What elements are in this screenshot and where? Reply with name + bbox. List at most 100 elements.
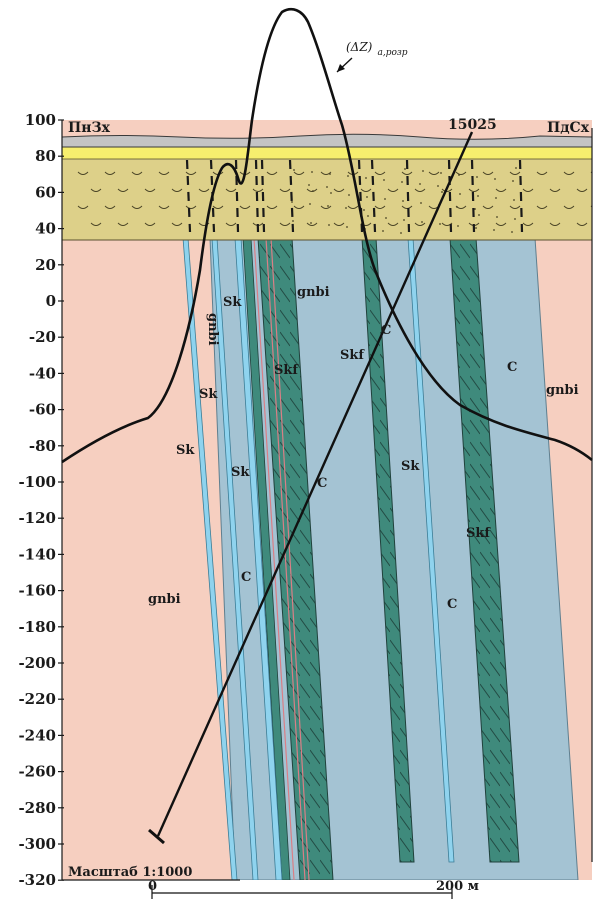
depth-tick-label: -160 [18,582,56,600]
cover-dot [513,199,515,201]
cover-dot [310,222,312,224]
cover-dot [439,223,441,225]
cover-arc [347,205,359,209]
depth-tick-label: -40 [29,364,56,382]
depth-tick-label: -200 [18,654,56,672]
cover-arc [549,222,561,226]
label-sk-5: Sk [401,459,420,474]
depth-tick-label: 80 [35,147,56,165]
cover-dot [495,197,497,199]
cover-arc [441,188,453,192]
label-c-2: C [507,360,517,375]
borehole-label: 15025 [448,117,497,133]
cover-dot [311,171,313,173]
cover-dot [367,215,369,217]
depth-tick-label: 0 [46,292,56,310]
cover-arc [495,188,507,192]
cover-arc [279,188,291,192]
cover-arc [144,222,156,226]
cover-dot [292,220,294,222]
cover-dot [459,193,461,195]
cover-arc [495,222,507,226]
cover-dot [347,175,349,177]
cover-dot [330,192,332,194]
cover-arc [158,171,170,175]
cover-arc [293,205,305,209]
label-gnbi-upper: gnbi [297,285,330,300]
label-sk-1: Sk [223,295,242,310]
depth-tick-label: -240 [18,726,56,744]
cover-arc [212,205,224,209]
label-c-3: C [317,476,327,491]
cover-dot [420,202,422,204]
cover-arc [482,205,494,209]
cover-arc [401,205,413,209]
cover-arc [117,188,129,192]
label-skf-1: Skf [274,363,299,378]
depth-tick-label: 60 [35,183,56,201]
pink-streaks [253,237,310,880]
cover-dot [293,169,295,171]
cover-arc [144,188,156,192]
depth-tick-label: -260 [18,763,56,781]
depth-tick-label: -120 [18,509,56,527]
label-skf-2: Skf [340,348,365,363]
unit-labels: gnbi gnbi gnbi gnbi Sk Sk Sk Sk Sk Skf S… [148,285,579,612]
cover-arc [401,171,413,175]
depth-tick-label: -20 [29,328,56,346]
cover-dot [401,181,403,183]
cover-dot [493,229,495,231]
curve-label-main: (ΔZ) [346,40,373,54]
cover-arc [198,188,210,192]
depth-tick-label: -280 [18,799,56,817]
cover-arc [563,205,575,209]
cover-arc [225,188,237,192]
cover-arc [104,171,116,175]
depth-tick-label: -100 [18,473,56,491]
cover-arc [333,222,345,226]
direction-left: ПнЗх [68,120,111,136]
cover-arc [387,222,399,226]
cover-dot [348,194,350,196]
cover-arc [306,188,318,192]
scale-start-label: 0 [148,879,157,894]
cover-dot [456,206,458,208]
depth-tick-label: -180 [18,618,56,636]
cover-dot [291,201,293,203]
cover-arc [374,205,386,209]
cover-dot [384,198,386,200]
cover-dot [345,207,347,209]
cover-dot [402,200,404,202]
yellow-layer [62,145,592,160]
cover-arc [252,188,264,192]
cover-arc [576,188,588,192]
cover-arc [266,205,278,209]
cover-dot [419,183,421,185]
cover-arc [293,171,305,175]
label-c-1: C [381,323,391,338]
cover-arc [131,171,143,175]
anomaly-curve [61,8,593,464]
cover-dot [474,208,476,210]
cover-dot [458,174,460,176]
cover-arc [306,222,318,226]
borehole-15025 [156,131,474,837]
cover-arc [104,205,116,209]
depth-tick-label: -220 [18,690,56,708]
label-sk-4: Sk [231,465,250,480]
cover-arc [320,205,332,209]
cover-arc [77,205,89,209]
cover-dot [326,186,328,188]
cover-arc [158,205,170,209]
cover-dot [422,170,424,172]
cover-arc [77,171,89,175]
label-sk-2: Sk [199,387,218,402]
cover-arc [360,188,372,192]
label-c-5: C [447,597,457,612]
cover-dot [365,177,367,179]
label-c-4: C [241,570,251,585]
depth-tick-label: 20 [35,256,56,274]
cover-dot [403,219,405,221]
cover-dot [441,191,443,193]
